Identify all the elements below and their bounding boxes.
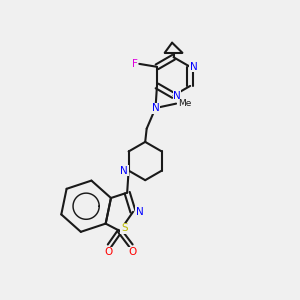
Text: O: O (128, 247, 136, 257)
Text: N: N (120, 166, 128, 176)
Text: N: N (152, 103, 159, 113)
Text: O: O (104, 247, 112, 257)
Text: Me: Me (178, 99, 191, 108)
Text: N: N (136, 207, 143, 217)
Text: S: S (121, 223, 128, 233)
Text: N: N (173, 91, 181, 100)
Text: F: F (132, 59, 138, 69)
Text: N: N (190, 62, 197, 72)
